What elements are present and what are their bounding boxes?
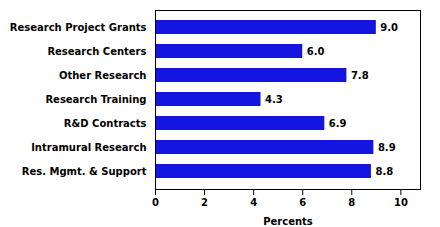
svg-text:Research Training: Research Training bbox=[45, 94, 146, 105]
svg-text:8: 8 bbox=[348, 197, 355, 208]
svg-text:6.0: 6.0 bbox=[307, 46, 325, 57]
svg-text:Res. Mgmt. & Support: Res. Mgmt. & Support bbox=[22, 166, 147, 177]
svg-text:Percents: Percents bbox=[263, 216, 313, 227]
svg-text:4.3: 4.3 bbox=[265, 94, 283, 105]
svg-text:Other Research: Other Research bbox=[59, 70, 147, 81]
svg-text:8.9: 8.9 bbox=[378, 142, 396, 153]
svg-text:Research Project Grants: Research Project Grants bbox=[10, 22, 147, 33]
svg-text:6.9: 6.9 bbox=[329, 118, 347, 129]
svg-text:6: 6 bbox=[299, 197, 306, 208]
svg-text:8.8: 8.8 bbox=[375, 166, 393, 177]
svg-text:Intramural Research: Intramural Research bbox=[31, 142, 146, 153]
svg-text:9.0: 9.0 bbox=[380, 22, 398, 33]
svg-text:0: 0 bbox=[152, 197, 159, 208]
svg-text:2: 2 bbox=[201, 197, 208, 208]
svg-text:4: 4 bbox=[250, 197, 257, 208]
svg-text:7.8: 7.8 bbox=[351, 70, 369, 81]
svg-text:R&D Contracts: R&D Contracts bbox=[64, 118, 147, 129]
svg-text:Research Centers: Research Centers bbox=[47, 46, 146, 57]
svg-text:10: 10 bbox=[394, 197, 408, 208]
